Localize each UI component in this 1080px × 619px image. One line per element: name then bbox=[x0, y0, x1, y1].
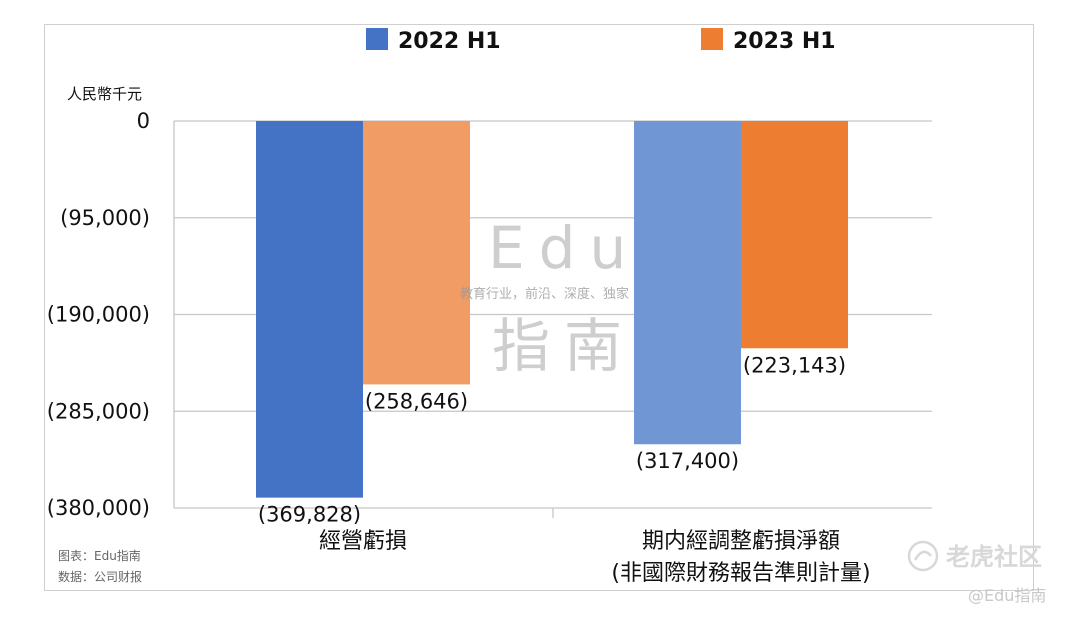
grid-layer: 0 (95,000) (190,000) (285,000) (380,000) bbox=[47, 109, 932, 520]
legend-label-2023-h1: 2023 H1 bbox=[733, 29, 836, 54]
bar-adjusted-net-loss-2022-h1 bbox=[634, 121, 741, 445]
y-tick-label: (190,000) bbox=[47, 303, 150, 327]
x-category-label: 期内經調整虧損淨額 bbox=[642, 529, 840, 554]
data-label-adjusted-net-loss-2022-h1: (317,400) bbox=[636, 449, 739, 473]
y-tick-label: (95,000) bbox=[60, 206, 150, 230]
data-label-adjusted-net-loss-2023-h1: (223,143) bbox=[743, 353, 846, 377]
y-tick-label: 0 bbox=[137, 109, 150, 133]
legend-swatch-2022-h1 bbox=[366, 28, 388, 50]
data-label-operating-loss-2022-h1: (369,828) bbox=[258, 503, 361, 527]
watermark: Edu 教育行业，前沿、深度、独家 指南 bbox=[460, 214, 640, 380]
y-axis-unit-label: 人民幣千元 bbox=[67, 85, 142, 103]
legend-swatch-2023-h1 bbox=[701, 28, 723, 50]
brand-name: 老虎社区 bbox=[946, 543, 1042, 571]
bar-layer bbox=[256, 121, 848, 498]
data-label-operating-loss-2023-h1: (258,646) bbox=[365, 389, 468, 413]
source-data-credit: 数据：公司财报 bbox=[58, 569, 142, 584]
legend-label-2022-h1: 2022 H1 bbox=[398, 29, 501, 54]
bar-operating-loss-2022-h1 bbox=[256, 121, 363, 498]
watermark-edu: Edu bbox=[488, 214, 640, 282]
y-tick-label: (285,000) bbox=[47, 399, 150, 423]
y-tick-label: (380,000) bbox=[47, 496, 150, 520]
bar-operating-loss-2023-h1 bbox=[363, 121, 470, 385]
x-category-label: 經營虧損 bbox=[319, 529, 407, 554]
chart-frame bbox=[44, 24, 1034, 591]
brand-logo-icon bbox=[907, 540, 939, 572]
x-category-label: (非國際財務報告準則計量) bbox=[611, 561, 870, 586]
bar-adjusted-net-loss-2023-h1 bbox=[741, 121, 848, 349]
watermark-zhinan: 指南 bbox=[492, 312, 636, 380]
source-chart-credit: 图表：Edu指南 bbox=[58, 548, 141, 563]
label-layer: (369,828) (258,646) 經營虧損 (317,400) (223,143)… bbox=[258, 353, 871, 586]
brand-handle: @Edu指南 bbox=[968, 586, 1046, 605]
watermark-tagline: 教育行业，前沿、深度、独家 bbox=[460, 286, 629, 302]
